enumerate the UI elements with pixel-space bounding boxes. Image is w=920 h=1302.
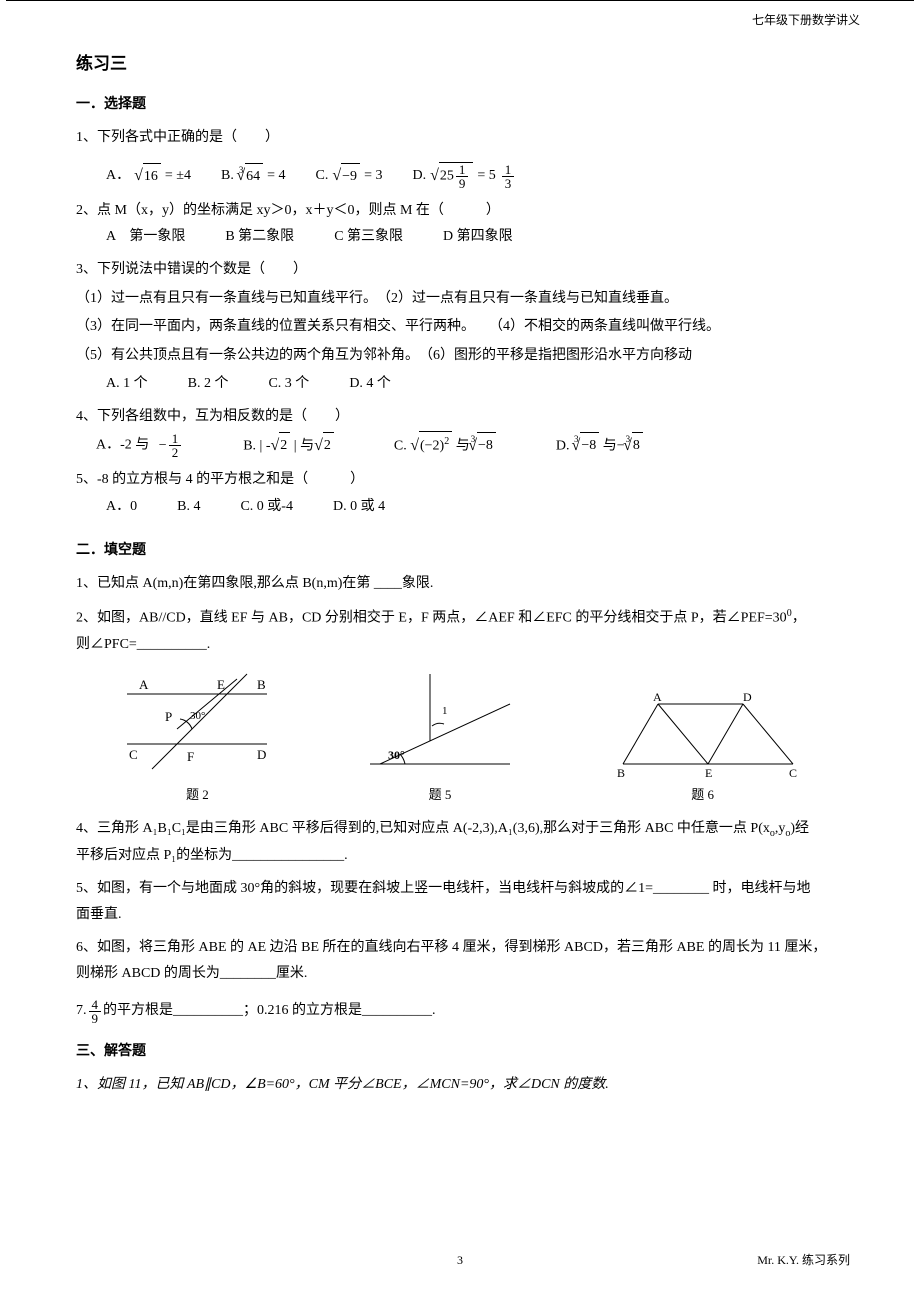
s2-q1: 1、已知点 A(m,n)在第四象限,那么点 B(n,m)在第 ____象限. — [76, 571, 844, 598]
q5-opt-d: D. 0 或 4 — [333, 494, 385, 521]
q5-options: A．0 B. 4 C. 0 或-4 D. 0 或 4 — [106, 494, 844, 521]
figure-6-caption: 题 6 — [603, 783, 803, 806]
figures-row: A E B C F D P 30° 题 2 1 30° 题 5 — [76, 669, 844, 806]
svg-text:C: C — [789, 766, 797, 779]
q4-opt-b: B. | -√2 | 与√2 — [243, 431, 334, 461]
svg-text:E: E — [705, 766, 712, 779]
q3-line1: （1）过一点有且只有一条直线与已知直线平行。 （2）过一点有且只有一条直线与已知… — [76, 286, 844, 313]
q5-opt-c: C. 0 或-4 — [240, 494, 293, 521]
q4-options: A．-2 与 −12 B. | -√2 | 与√2 C. √(−2)2 与3√−… — [96, 431, 844, 461]
q5: 5、-8 的立方根与 4 的平方根之和是（ ） A．0 B. 4 C. 0 或-… — [76, 467, 844, 520]
q2-opt-c: C 第三象限 — [334, 224, 403, 251]
s2-q2: 2、如图，AB//CD，直线 EF 与 AB，CD 分别相交于 E，F 两点，∠… — [76, 604, 844, 659]
svg-text:30°: 30° — [190, 710, 205, 722]
svg-text:F: F — [187, 749, 194, 764]
q2-opt-d: D 第四象限 — [443, 224, 513, 251]
q1-options: A． √16 = ±4 B. 3√64 = 4 C. √−9 = 3 D. √2… — [106, 161, 844, 191]
s2-q7: 7. 49 的平方根是__________；0.216 的立方根是_______… — [76, 998, 844, 1025]
q2-opt-b: B 第二象限 — [225, 224, 294, 251]
svg-text:30°: 30° — [388, 748, 405, 762]
s2-q2-a: 2、如图，AB//CD，直线 EF 与 AB，CD 分别相交于 E，F 两点，∠… — [76, 611, 787, 626]
q5-stem: 5、-8 的立方根与 4 的平方根之和是（ ） — [76, 467, 844, 494]
svg-text:A: A — [653, 690, 662, 704]
svg-text:B: B — [617, 766, 625, 779]
svg-text:E: E — [217, 677, 225, 692]
q1: 1、下列各式中正确的是（ ） A． √16 = ±4 B. 3√64 = 4 C… — [76, 125, 844, 192]
s2-q4-b: )经 — [790, 821, 809, 836]
q1-opt-b: B. 3√64 = 4 — [221, 161, 286, 191]
s3-q1: 1、如图 11，已知 AB∥CD，∠B=60°，CM 平分∠BCE，∠MCN=9… — [76, 1072, 844, 1099]
q4-opt-d: D. 3√−8 与−3√8 — [556, 431, 643, 461]
section-1-heading: 一．选择题 — [76, 92, 844, 117]
svg-text:D: D — [257, 747, 266, 762]
q3-opt-b: B. 2 个 — [188, 371, 229, 398]
s2-q4: 4、三角形 A₁B₁C₁是由三角形 ABC 平移后得到的,已知对应点 A(-2,… — [76, 816, 844, 869]
exercise-title: 练习三 — [76, 49, 844, 80]
s2-q4-a: 4、三角形 A₁B₁C₁是由三角形 ABC 平移后得到的,已知对应点 A(-2,… — [76, 821, 770, 836]
s3-q1-text: 1、如图 11，已知 AB∥CD，∠B=60°，CM 平分∠BCE，∠MCN=9… — [76, 1077, 609, 1092]
footer: 3 Mr. K.Y. 练习系列 — [0, 1250, 920, 1272]
s2-q7-b: 的平方根是__________；0.216 的立方根是__________. — [103, 998, 436, 1025]
s2-q5-b: 面垂直. — [76, 902, 844, 929]
q5-opt-a: A．0 — [106, 494, 137, 521]
s2-q6-a: 6、如图，将三角形 ABE 的 AE 边沿 BE 所在的直线向右平移 4 厘米，… — [76, 940, 826, 955]
page-body: 练习三 一．选择题 1、下列各式中正确的是（ ） A． √16 = ±4 B. … — [6, 0, 914, 1155]
figure-5: 1 30° 题 5 — [360, 669, 520, 806]
q5-opt-b: B. 4 — [177, 494, 200, 521]
q4: 4、下列各组数中，互为相反数的是（ ） A．-2 与 −12 B. | -√2 … — [76, 404, 844, 461]
q4-opt-c: C. √(−2)2 与3√−8 — [394, 431, 496, 461]
svg-text:D: D — [743, 690, 752, 704]
q3-opt-a: A. 1 个 — [106, 371, 148, 398]
svg-text:C: C — [129, 747, 138, 762]
q2-options: A 第一象限 B 第二象限 C 第三象限 D 第四象限 — [106, 224, 844, 251]
q3-stem: 3、下列说法中错误的个数是（ ） — [76, 257, 844, 284]
q2-opt-a: A 第一象限 — [106, 224, 185, 251]
s2-q4-c: 平移后对应点 P₁的坐标为________________. — [76, 843, 844, 870]
svg-text:B: B — [257, 677, 266, 692]
q3-opt-c: C. 3 个 — [268, 371, 309, 398]
section-2-heading: 二．填空题 — [76, 538, 844, 563]
header-right: 七年级下册数学讲义 — [752, 10, 860, 32]
footer-series: Mr. K.Y. 练习系列 — [757, 1250, 850, 1272]
q2: 2、点 M（x，y）的坐标满足 xy＞0，x＋y＜0，则点 M 在（ ） A 第… — [76, 198, 844, 251]
figure-6-svg: A D B E C — [603, 689, 803, 779]
svg-text:P: P — [165, 709, 172, 724]
s2-q6-b: 则梯形 ABCD 的周长为________厘米. — [76, 961, 844, 988]
figure-2-svg: A E B C F D P 30° — [117, 669, 277, 779]
s2-q7-a: 7. — [76, 998, 87, 1025]
q4-stem: 4、下列各组数中，互为相反数的是（ ） — [76, 404, 844, 431]
figure-5-svg: 1 30° — [360, 669, 520, 779]
q3-opt-d: D. 4 个 — [349, 371, 391, 398]
s2-q2-b: 则∠PFC=__________. — [76, 632, 844, 659]
q3-line2: （3）在同一平面内，两条直线的位置关系只有相交、平行两种。 （4）不相交的两条直… — [76, 314, 844, 341]
svg-text:A: A — [139, 677, 149, 692]
q1-opt-d: D. √2519 = 513 — [412, 161, 516, 191]
figure-2-caption: 题 2 — [117, 783, 277, 806]
section-3-heading: 三、解答题 — [76, 1039, 844, 1064]
frac-4-9: 49 — [89, 998, 102, 1025]
figure-6: A D B E C 题 6 — [603, 689, 803, 806]
q4-a-pre: A．-2 与 — [96, 438, 149, 453]
figure-2: A E B C F D P 30° 题 2 — [117, 669, 277, 806]
svg-text:1: 1 — [442, 705, 448, 717]
s2-q5: 5、如图，有一个与地面成 30°角的斜坡，现要在斜坡上竖一电线杆，当电线杆与斜坡… — [76, 876, 844, 929]
q2-stem: 2、点 M（x，y）的坐标满足 xy＞0，x＋y＜0，则点 M 在（ ） — [76, 198, 844, 225]
q1-stem: 1、下列各式中正确的是（ ） — [76, 125, 844, 152]
q1-opt-a: A． √16 = ±4 — [106, 161, 191, 191]
figure-5-caption: 题 5 — [360, 783, 520, 806]
s2-q6: 6、如图，将三角形 ABE 的 AE 边沿 BE 所在的直线向右平移 4 厘米，… — [76, 935, 844, 988]
q1-opt-c: C. √−9 = 3 — [316, 161, 383, 191]
q4-opt-a: A．-2 与 −12 — [96, 432, 183, 459]
q3-options: A. 1 个 B. 2 个 C. 3 个 D. 4 个 — [106, 371, 844, 398]
q3: 3、下列说法中错误的个数是（ ） （1）过一点有且只有一条直线与已知直线平行。 … — [76, 257, 844, 398]
s2-q5-a: 5、如图，有一个与地面成 30°角的斜坡，现要在斜坡上竖一电线杆，当电线杆与斜坡… — [76, 881, 811, 896]
q3-line3: （5）有公共顶点且有一条公共边的两个角互为邻补角。 （6）图形的平移是指把图形沿… — [76, 343, 844, 370]
